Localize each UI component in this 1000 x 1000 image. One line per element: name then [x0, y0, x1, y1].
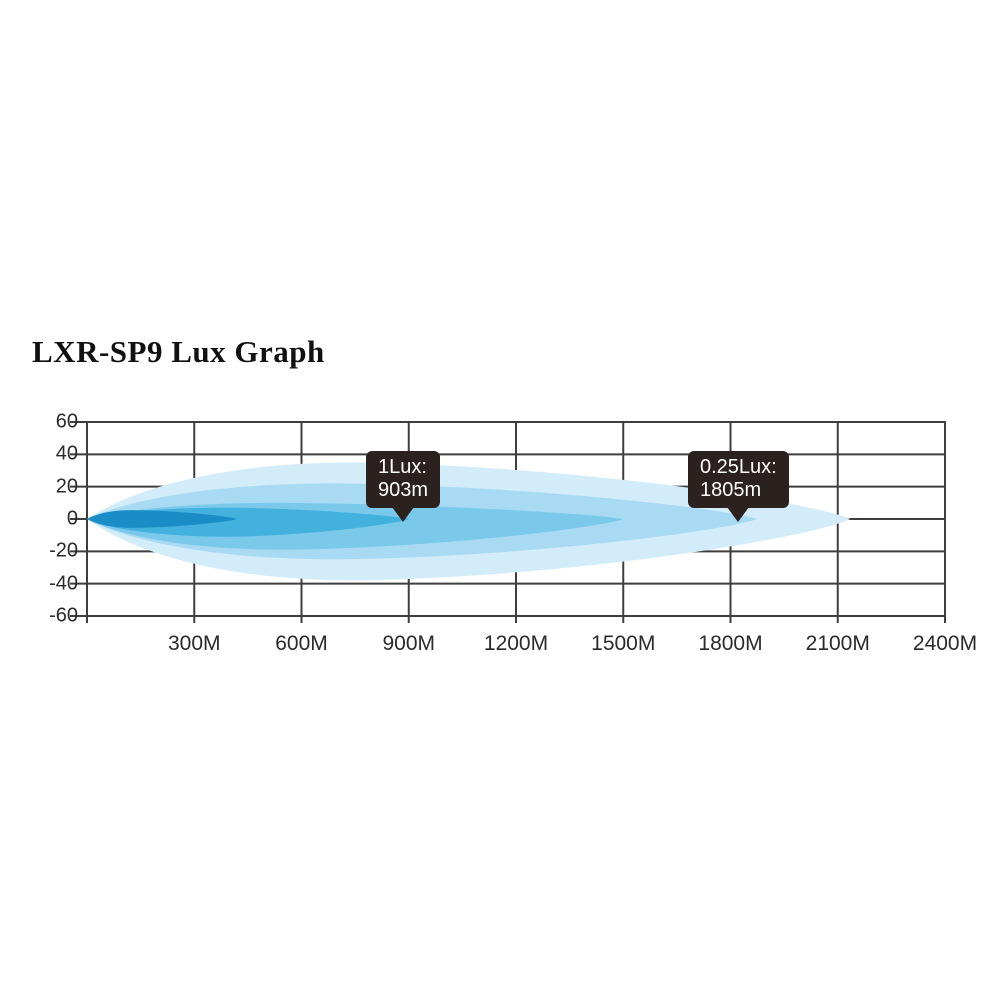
- x-tick-label: 1800M: [698, 632, 763, 655]
- x-tick-label: 600M: [275, 632, 328, 655]
- callout-pointer-icon: [392, 507, 415, 522]
- y-tick-label: 40: [55, 442, 78, 465]
- x-tick-label: 2100M: [805, 632, 870, 655]
- y-tick-label: 60: [55, 410, 78, 433]
- callout-025lux: 0.25Lux: 1805m: [688, 451, 789, 522]
- x-tick-label: 2400M: [912, 632, 978, 655]
- y-tick-label: -20: [49, 539, 78, 562]
- callout-1lux-distance: 903m: [378, 479, 429, 501]
- y-tick-label: -40: [49, 572, 78, 595]
- x-tick-label: 1500M: [591, 632, 656, 655]
- callout-025lux-label: 0.25Lux:: [700, 456, 777, 478]
- x-tick-label: 300M: [167, 632, 221, 655]
- beam-layer-hotspot-core: [87, 510, 238, 528]
- callout-1lux: 1Lux: 903m: [366, 451, 441, 522]
- x-tick-label: 1200M: [483, 632, 549, 655]
- x-tick-label: 900M: [382, 632, 436, 655]
- y-tick-label: -60: [49, 604, 78, 627]
- y-tick-label: 20: [55, 475, 78, 498]
- callout-1lux-label: 1Lux:: [378, 456, 427, 478]
- y-tick-label: 0: [66, 507, 78, 530]
- callout-pointer-icon: [727, 507, 750, 522]
- chart-title: LXR-SP9 Lux Graph: [32, 334, 325, 369]
- callout-025lux-distance: 1805m: [700, 479, 762, 501]
